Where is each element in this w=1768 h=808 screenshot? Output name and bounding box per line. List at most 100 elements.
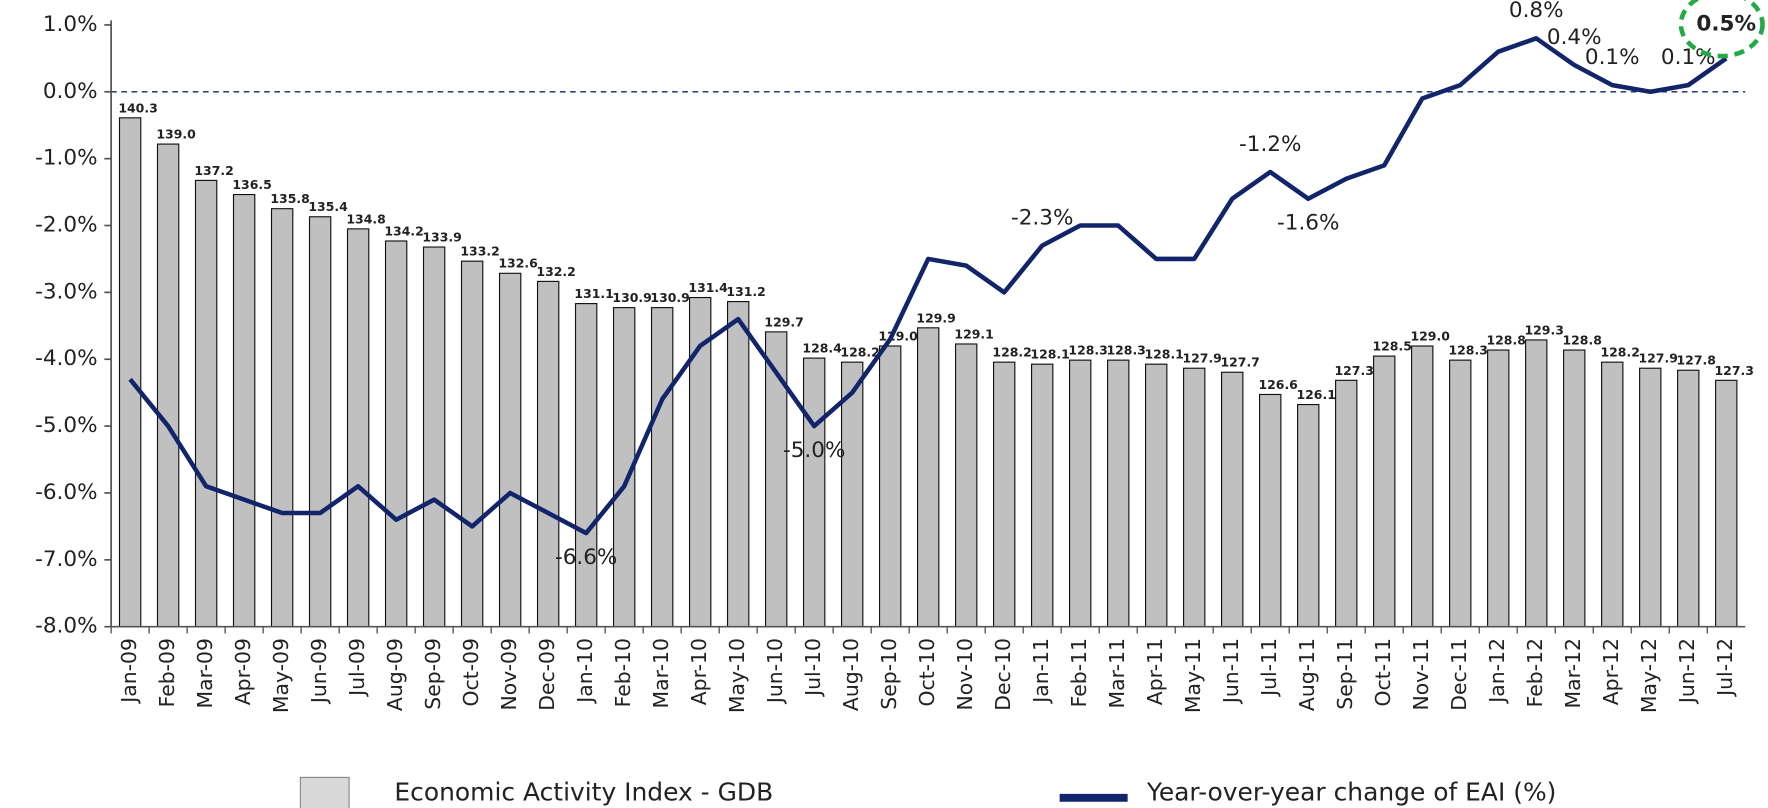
bar: [1639, 367, 1662, 628]
bar-value-label: 128.8: [1562, 332, 1601, 347]
bar: [536, 280, 560, 628]
bar: [270, 208, 294, 628]
x-tick-label: Nov-11: [1409, 638, 1433, 710]
x-tick-label: Sep-11: [1333, 638, 1357, 710]
bar: [1601, 361, 1624, 628]
bar-value-label: 128.2: [840, 345, 879, 360]
bar-value-label: 133.2: [460, 244, 499, 259]
bar-value-label: 135.4: [308, 199, 348, 214]
bar-value-label: 129.3: [1524, 322, 1563, 337]
x-tick-label: Mar-10: [649, 638, 673, 708]
bar-value-label: 127.9: [1638, 351, 1677, 366]
bar: [1259, 393, 1282, 628]
bar: [650, 307, 674, 628]
bar-value-label: 128.1: [1030, 347, 1069, 362]
x-tick-label: Mar-12: [1561, 638, 1585, 708]
legend-swatch: [299, 776, 350, 808]
x-tick-label: Jun-10: [763, 638, 787, 705]
line-value-label: 0.1%: [1585, 45, 1640, 70]
legend-label: Year-over-year change of EAI (%): [1146, 777, 1556, 806]
bar: [802, 357, 826, 628]
bar: [1069, 359, 1092, 628]
bar-value-label: 131.2: [726, 284, 765, 299]
bar-value-label: 139.0: [156, 127, 196, 142]
bar-value-label: 130.9: [612, 290, 651, 305]
bar: [1715, 379, 1738, 628]
bar-value-label: 131.1: [574, 286, 613, 301]
x-tick-label: Apr-11: [1143, 638, 1167, 705]
x-tick-label: Jun-11: [1219, 638, 1243, 705]
x-tick-label: Aug-10: [839, 638, 863, 711]
bar-value-label: 126.1: [1296, 387, 1335, 402]
x-tick-label: Jun-12: [1675, 638, 1699, 705]
x-tick-label: Mar-09: [193, 638, 217, 708]
bar-value-label: 128.3: [1448, 343, 1487, 358]
bar-value-label: 129.9: [916, 310, 955, 325]
bar-value-label: 131.4: [688, 280, 728, 295]
bar: [1221, 371, 1244, 628]
bar: [878, 345, 902, 628]
bar-value-label: 137.2: [194, 163, 233, 178]
bar-value-label: 128.8: [1486, 332, 1525, 347]
bar: [954, 343, 978, 628]
x-tick-label: Feb-11: [1067, 638, 1091, 707]
bar-value-label: 129.0: [878, 328, 918, 343]
y-tick-label: -3.0%: [35, 279, 97, 304]
bar-value-label: 134.2: [384, 223, 423, 238]
bar-value-label: 128.3: [1068, 343, 1107, 358]
bar-value-label: 129.0: [1410, 328, 1450, 343]
bar-value-label: 128.5: [1372, 339, 1411, 354]
x-tick-label: Jan-09: [117, 638, 141, 705]
bar-value-label: 128.4: [802, 341, 842, 356]
bar-value-label: 133.9: [422, 229, 461, 244]
bar-value-label: 132.6: [498, 256, 537, 271]
bar: [308, 216, 332, 628]
bar-value-label: 132.2: [536, 264, 575, 279]
x-tick-label: Jan-12: [1485, 638, 1509, 705]
line-value-label: 0.5%: [1696, 11, 1756, 36]
bar: [1297, 403, 1320, 628]
bar-value-label: 135.8: [270, 191, 309, 206]
line-value-label: -2.3%: [1011, 205, 1073, 230]
bar-value-label: 130.9: [650, 290, 689, 305]
x-tick-label: Nov-09: [497, 638, 521, 711]
y-tick-label: -8.0%: [35, 614, 97, 639]
bar: [1030, 363, 1054, 628]
x-tick-label: Dec-11: [1447, 638, 1471, 711]
line-value-label: -1.6%: [1277, 211, 1339, 236]
bar: [992, 361, 1016, 628]
bar: [1107, 359, 1130, 628]
bar: [498, 272, 522, 628]
line-value-label: -5.0%: [783, 438, 845, 463]
x-tick-label: Oct-09: [459, 638, 483, 707]
x-tick-label: Apr-10: [687, 638, 711, 705]
line-series: [128, 36, 1728, 536]
x-tick-label: Jul-11: [1257, 638, 1281, 698]
x-tick-label: Sep-10: [877, 638, 901, 710]
bar: [1487, 349, 1510, 628]
bar-value-label: 128.2: [1600, 345, 1639, 360]
bar-value-label: 134.8: [346, 211, 385, 226]
x-tick-label: Oct-10: [915, 638, 939, 707]
x-tick-label: Jul-09: [345, 638, 369, 698]
bar: [118, 117, 142, 628]
y-tick-label: -7.0%: [35, 547, 97, 572]
line-value-label: 0.1%: [1661, 45, 1716, 70]
line-value-label: 0.4%: [1547, 25, 1602, 50]
bar: [1677, 369, 1700, 628]
bar: [916, 327, 940, 628]
x-tick-label: May-10: [725, 638, 749, 713]
line-value-label: -6.6%: [555, 545, 617, 570]
bar-value-label: 127.9: [1182, 351, 1221, 366]
bar-value-label: 129.7: [764, 314, 803, 329]
x-tick-label: Feb-12: [1523, 638, 1547, 707]
bar: [156, 143, 180, 628]
x-tick-label: Dec-10: [991, 638, 1015, 711]
x-tick-label: Feb-10: [611, 638, 635, 707]
bar: [422, 246, 446, 628]
bar: [1525, 339, 1548, 628]
bar-value-label: 127.3: [1334, 363, 1373, 378]
x-tick-label: Feb-09: [155, 638, 179, 707]
x-tick-label: Jul-12: [1713, 638, 1737, 698]
bar-value-label: 127.3: [1714, 363, 1753, 378]
